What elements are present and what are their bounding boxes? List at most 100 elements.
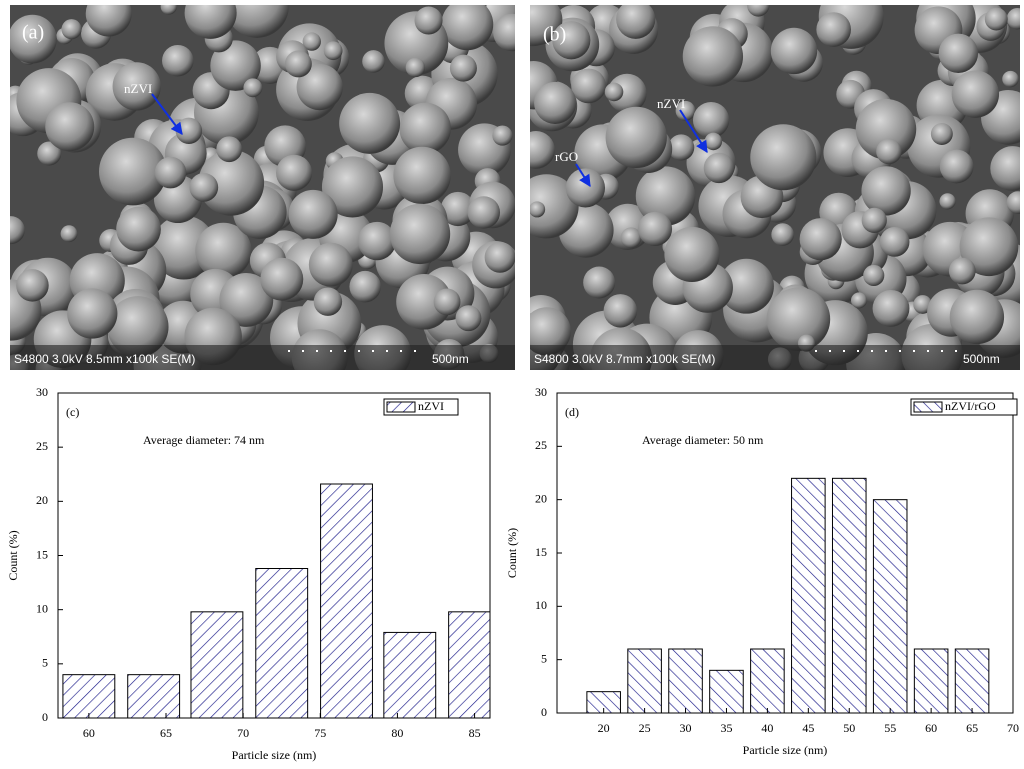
texture xyxy=(339,92,401,154)
x-tick-label: 65 xyxy=(966,721,978,735)
x-tick-label: 40 xyxy=(761,721,773,735)
x-tick-label: 80 xyxy=(391,726,403,740)
annotation: nZVI xyxy=(124,81,152,96)
texture xyxy=(876,138,902,165)
y-tick-label: 15 xyxy=(535,545,547,559)
texture xyxy=(349,270,381,303)
x-tick-label: 70 xyxy=(1007,721,1019,735)
texture xyxy=(405,57,426,78)
y-tick-label: 30 xyxy=(36,385,48,399)
y-tick-label: 10 xyxy=(535,598,547,612)
scale-label: 500nm xyxy=(432,352,469,366)
texture xyxy=(692,101,730,139)
texture xyxy=(441,5,494,51)
x-tick-label: 35 xyxy=(720,721,732,735)
x-tick-label: 60 xyxy=(83,726,95,740)
x-axis-label: Particle size (nm) xyxy=(232,748,317,762)
y-tick-label: 10 xyxy=(36,601,48,615)
y-axis-label: Count (%) xyxy=(6,530,20,580)
texture xyxy=(393,146,451,205)
texture xyxy=(112,62,161,111)
scale-label: 500nm xyxy=(963,352,1000,366)
legend-swatch xyxy=(913,401,943,413)
texture xyxy=(863,264,885,286)
texture xyxy=(210,40,261,91)
bar xyxy=(255,568,309,718)
texture xyxy=(565,168,606,208)
y-tick-label: 30 xyxy=(535,385,547,399)
texture xyxy=(313,287,343,316)
texture xyxy=(984,7,1008,31)
y-tick-label: 20 xyxy=(535,491,547,505)
bar xyxy=(831,477,867,713)
bar xyxy=(383,631,437,718)
texture xyxy=(61,19,82,40)
texture xyxy=(1002,70,1019,88)
panel-label: (a) xyxy=(22,22,44,44)
bar xyxy=(791,477,826,713)
texture xyxy=(107,296,169,358)
texture xyxy=(10,216,25,245)
bar xyxy=(954,648,990,713)
y-tick-label: 0 xyxy=(541,705,547,719)
texture xyxy=(948,257,976,285)
texture xyxy=(154,156,187,189)
texture xyxy=(872,289,910,327)
texture xyxy=(389,203,451,265)
bar xyxy=(62,674,116,718)
x-tick-label: 75 xyxy=(314,726,326,740)
texture xyxy=(288,189,338,239)
texture xyxy=(855,98,917,160)
annotation: Average diameter: 74 nm xyxy=(143,433,265,447)
legend-label: nZVI xyxy=(418,399,444,413)
texture xyxy=(938,33,979,74)
texture xyxy=(1006,7,1020,30)
x-tick-label: 20 xyxy=(598,721,610,735)
texture xyxy=(219,273,274,327)
texture xyxy=(552,21,591,60)
texture xyxy=(260,257,304,301)
texture xyxy=(160,5,177,15)
y-axis-label: Count (%) xyxy=(505,528,519,578)
texture xyxy=(85,5,132,37)
texture xyxy=(362,50,385,73)
texture xyxy=(850,292,868,309)
bar xyxy=(872,499,908,713)
arrow xyxy=(575,163,591,188)
texture xyxy=(45,102,95,152)
texture xyxy=(603,294,638,328)
bar xyxy=(913,648,949,713)
x-tick-label: 30 xyxy=(680,721,692,735)
texture xyxy=(67,288,118,339)
y-tick-label: 5 xyxy=(42,656,48,670)
texture xyxy=(604,82,624,102)
y-tick-label: 25 xyxy=(36,439,48,453)
texture xyxy=(399,102,451,155)
texture xyxy=(321,156,384,218)
texture xyxy=(704,132,723,151)
texture xyxy=(605,106,667,169)
texture xyxy=(162,44,194,77)
x-tick-label: 55 xyxy=(884,721,896,735)
texture xyxy=(534,81,577,125)
bars xyxy=(586,477,990,713)
y-tick-label: 15 xyxy=(36,547,48,561)
y-tick-label: 25 xyxy=(535,438,547,452)
texture xyxy=(357,221,397,261)
texture xyxy=(930,123,953,145)
texture xyxy=(861,207,887,233)
info-bar xyxy=(530,345,1020,370)
texture xyxy=(530,201,546,218)
texture xyxy=(243,78,263,98)
texture xyxy=(939,193,956,210)
texture xyxy=(949,289,1005,345)
texture xyxy=(990,146,1020,191)
texture xyxy=(675,100,696,121)
x-tick-label: 60 xyxy=(925,721,937,735)
texture xyxy=(816,12,851,47)
texture xyxy=(571,68,606,104)
panel-label: (c) xyxy=(66,405,79,419)
texture xyxy=(433,288,461,316)
texture xyxy=(959,217,1019,277)
